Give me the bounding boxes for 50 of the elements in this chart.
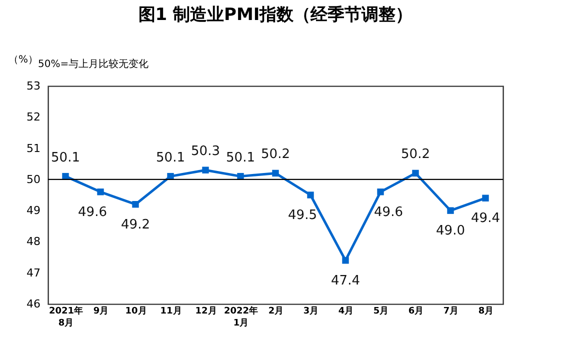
point	[237, 172, 244, 180]
x-tick-label: 11月	[160, 306, 182, 316]
x-tick-label: 9月	[93, 306, 109, 316]
point	[62, 172, 69, 180]
y-tick-label: 49	[26, 204, 40, 218]
data-label: 50.2	[401, 147, 430, 162]
x-tick-label: 8月	[478, 306, 494, 316]
y-tick-label: 51	[26, 142, 40, 155]
data-label: 49.2	[121, 217, 150, 232]
y-tick-label: 50	[26, 172, 40, 186]
text: 50%=与上月比较无变化	[38, 58, 149, 70]
point	[272, 170, 279, 177]
point	[412, 170, 419, 177]
y-tick-label: 47	[26, 266, 40, 280]
x-tick-label: 2022年 1月	[224, 306, 258, 328]
data-label: 49.4	[471, 211, 500, 226]
chart-title: 图1 制造业PMI指数（经季节调整）	[138, 5, 413, 25]
point	[167, 172, 174, 180]
x-tick-label: 6月	[408, 306, 424, 316]
point	[307, 192, 314, 198]
data-label: 50.1	[156, 150, 185, 166]
data-label: 47.4	[331, 273, 360, 288]
x-tick-label: 3月	[303, 306, 319, 316]
data-label: 49.5	[288, 208, 317, 223]
y-tick-label: 48	[26, 235, 40, 248]
data-label: 49.6	[374, 204, 403, 220]
y-tick-label: 53	[26, 80, 40, 92]
point	[482, 194, 489, 202]
point	[342, 257, 349, 264]
x-tick-label: 12月	[195, 306, 217, 316]
x-tick-label: 2021年 8月	[48, 306, 84, 328]
x-tick-label: 4月	[338, 306, 354, 316]
point	[97, 188, 104, 196]
data-label: 50.1	[226, 150, 255, 166]
x-tick-label: 2月	[268, 306, 284, 316]
point	[447, 207, 454, 214]
point	[132, 200, 139, 208]
point	[202, 166, 209, 174]
data-label: 50.2	[261, 147, 290, 162]
y-tick-label: 46	[26, 298, 40, 310]
data-label: 50.3	[191, 144, 220, 160]
x-tick-label: 5月	[373, 306, 389, 316]
point	[377, 188, 384, 196]
data-label: 50.1	[51, 150, 80, 166]
data-label: 49.6	[78, 204, 107, 220]
y-tick-label: 52	[26, 110, 40, 124]
y-axis-title: （%）	[8, 54, 38, 66]
x-tick-label: 7月	[443, 306, 459, 316]
data-label: 49.0	[436, 224, 465, 239]
x-tick-label: 10月	[125, 306, 147, 316]
